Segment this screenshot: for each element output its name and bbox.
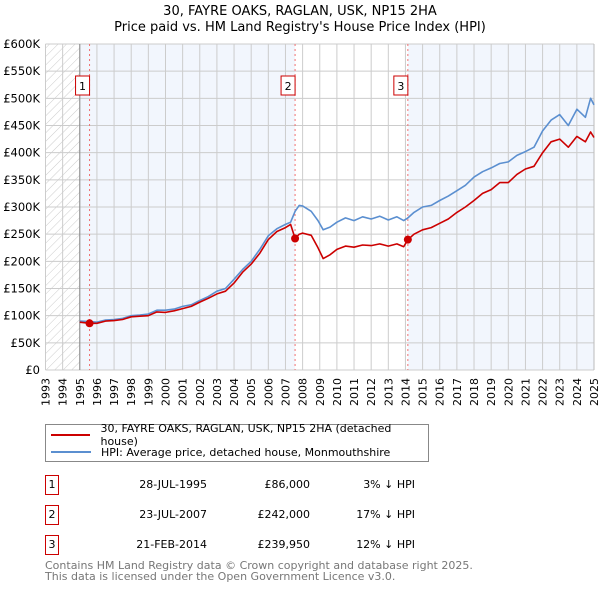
sale-price: £239,950: [257, 538, 311, 551]
x-tick-label: 1996: [91, 378, 104, 406]
y-tick-label: £600K: [3, 37, 40, 51]
x-tick-label: 1993: [40, 378, 53, 406]
x-tick-label: 2006: [262, 378, 275, 406]
x-tick-label: 2004: [228, 378, 241, 406]
sale-point-marker: [291, 234, 300, 243]
x-tick-label: 2003: [211, 378, 224, 406]
y-tick-label: £50K: [11, 336, 41, 350]
x-tick-label: 2011: [348, 378, 361, 406]
x-tick-label: 2025: [588, 378, 600, 406]
x-tick-label: 2022: [537, 378, 550, 406]
y-tick-label: £400K: [3, 146, 40, 160]
sale-price: £242,000: [257, 508, 311, 521]
sale-number-badge: 2: [45, 505, 59, 525]
x-tick-label: 2005: [245, 378, 258, 406]
chart-title: 30, FAYRE OAKS, RAGLAN, USK, NP15 2HA: [163, 4, 437, 19]
sale-annotation-box: [393, 75, 409, 96]
legend-swatch-red: [51, 434, 91, 436]
x-tick-label: 2014: [399, 378, 412, 406]
x-tick-label: 1997: [108, 378, 121, 406]
y-tick-label: £250K: [3, 227, 40, 241]
y-tick-label: £200K: [3, 254, 40, 268]
x-tick-label: 2024: [571, 378, 584, 406]
x-tick-label: 2019: [485, 378, 498, 406]
x-tick-label: 1994: [57, 378, 70, 406]
sale-point-marker: [403, 235, 412, 244]
footer-copyright: Contains HM Land Registry data © Crown c…: [45, 559, 473, 572]
property-price-line: [79, 131, 595, 325]
y-tick-label: £450K: [3, 119, 40, 133]
sale-price: £86,000: [264, 478, 311, 491]
y-tick-label: £100K: [3, 309, 40, 323]
sale-annotation-box: [75, 75, 91, 96]
x-tick-label: 2000: [159, 378, 172, 406]
x-tick-label: 2001: [177, 378, 190, 406]
x-tick-label: 2020: [502, 378, 515, 406]
legend-label-hpi: HPI: Average price, detached house, Monm…: [101, 445, 391, 459]
y-tick-label: £0: [25, 363, 40, 377]
x-tick-label: 2010: [331, 378, 344, 406]
y-tick-label: £300K: [3, 200, 40, 214]
x-tick-label: 2013: [382, 378, 395, 406]
x-tick-label: 2018: [468, 378, 481, 406]
y-tick-label: £150K: [3, 282, 40, 296]
legend-label-property: 30, FAYRE OAKS, RAGLAN, USK, NP15 2HA (d…: [100, 422, 392, 448]
footer-licence: This data is licensed under the Open Gov…: [45, 570, 396, 583]
y-tick-label: £500K: [3, 91, 40, 105]
sale-annotation-label: 1: [79, 80, 86, 93]
price-chart: 1993 1994 1995 1996 1997 1998 1999 2000 2001 2002…: [3, 37, 600, 406]
x-tick-label: 2017: [451, 378, 464, 406]
legend-item-hpi: HPI: Average price, detached house, Monm…: [51, 444, 390, 460]
sale-annotation-label: 2: [285, 80, 292, 93]
x-tick-label: 2016: [434, 378, 447, 406]
footer: Contains HM Land Registry data © Crown c…: [45, 560, 473, 582]
x-tick-label: 2007: [279, 378, 292, 406]
x-tick-label: 2009: [314, 378, 327, 406]
legend-item-property: 30, FAYRE OAKS, RAGLAN, USK, NP15 2HA (d…: [51, 422, 428, 448]
x-tick-label: 1998: [125, 378, 138, 406]
sale-date: 28-JUL-1995: [139, 478, 207, 491]
legend-swatch-blue: [51, 451, 91, 453]
sale-number-badge: 1: [45, 475, 59, 495]
legend: 30, FAYRE OAKS, RAGLAN, USK, NP15 2HA (d…: [45, 422, 429, 462]
sale-date: 23-JUL-2007: [139, 508, 207, 521]
x-tick-label: 2008: [297, 378, 310, 406]
chart-subtitle: Price paid vs. HM Land Registry's House …: [114, 20, 486, 35]
x-tick-label: 1999: [142, 378, 155, 406]
sale-hpi-diff: 12% ↓ HPI: [356, 538, 415, 551]
x-tick-label: 2021: [519, 378, 532, 406]
sale-annotation-label: 3: [397, 80, 404, 93]
sale-hpi-diff: 17% ↓ HPI: [356, 508, 415, 521]
sale-point-marker: [85, 319, 94, 328]
sale-hpi-diff: 3% ↓ HPI: [363, 478, 415, 491]
sale-annotation-box: [280, 75, 296, 96]
x-tick-label: 2023: [554, 378, 567, 406]
x-tick-label: 1995: [74, 378, 87, 406]
x-tick-label: 2015: [417, 378, 430, 406]
sale-date: 21-FEB-2014: [136, 538, 207, 551]
y-tick-label: £350K: [3, 173, 40, 187]
sale-number-badge: 3: [45, 535, 59, 555]
x-tick-label: 2002: [194, 378, 207, 406]
x-tick-label: 2012: [365, 378, 378, 406]
y-tick-label: £550K: [3, 64, 40, 78]
hpi-line: [79, 97, 595, 324]
